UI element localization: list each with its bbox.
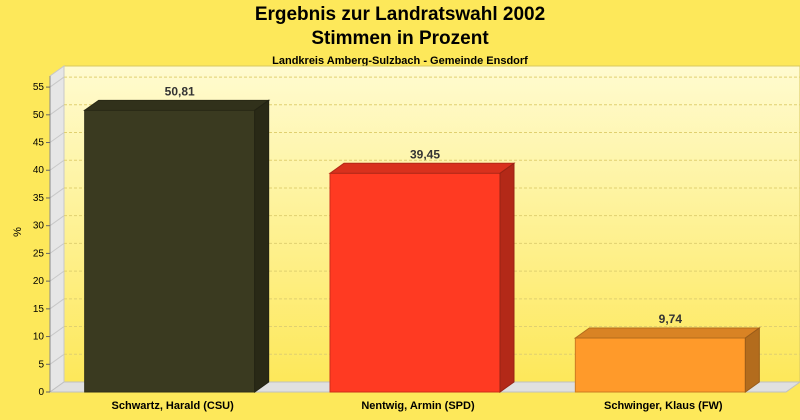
y-tick-label: 0 bbox=[38, 387, 44, 398]
gridline-side bbox=[49, 270, 65, 282]
gridline-side bbox=[49, 242, 65, 254]
gridline-side bbox=[49, 132, 65, 143]
y-tick-label: 35 bbox=[33, 193, 45, 204]
gridline-side bbox=[49, 326, 65, 337]
plot-side-wall bbox=[49, 65, 65, 393]
data-label: 50,81 bbox=[165, 84, 195, 98]
bar bbox=[329, 172, 501, 393]
x-tick-label: Schwinger, Klaus (FW) bbox=[604, 400, 723, 412]
data-label: 39,45 bbox=[410, 147, 440, 161]
bar-side bbox=[254, 99, 270, 393]
y-tick-label: 50 bbox=[33, 110, 45, 121]
bar-side bbox=[499, 162, 515, 393]
y-tick-label: 5 bbox=[38, 359, 44, 370]
bar bbox=[84, 109, 256, 393]
gridline-side bbox=[49, 187, 65, 199]
data-label: 9,74 bbox=[659, 312, 683, 326]
y-tick-label: 55 bbox=[33, 82, 45, 93]
y-tick-label: 20 bbox=[33, 276, 45, 287]
y-tick-label: 40 bbox=[33, 165, 45, 176]
gridline-side bbox=[49, 215, 65, 227]
y-tick-label: 45 bbox=[33, 138, 45, 149]
bars bbox=[83, 99, 761, 393]
labels: 50,81 Schwartz, Harald (CSU) 39,45 Nentwig,… bbox=[112, 84, 723, 412]
bar-top bbox=[83, 99, 271, 111]
y-tick-label: 10 bbox=[33, 332, 45, 343]
gridline-side bbox=[49, 104, 65, 116]
bar bbox=[574, 337, 746, 393]
y-axis-label: % bbox=[12, 227, 24, 237]
y-axis: 0 5 10 15 20 25 30 35 40 45 50 55 bbox=[33, 76, 51, 398]
y-tick-label: 30 bbox=[33, 221, 45, 232]
x-tick-label: Nentwig, Armin (SPD) bbox=[361, 400, 475, 412]
gridline-side bbox=[49, 298, 65, 310]
gridline-side bbox=[49, 76, 65, 88]
bar-top bbox=[573, 327, 761, 339]
bar-top bbox=[328, 162, 516, 174]
gridline-side bbox=[49, 353, 65, 365]
y-tick-label: 15 bbox=[33, 304, 45, 315]
x-tick-label: Schwartz, Harald (CSU) bbox=[112, 400, 235, 412]
chart-title: Ergebnis zur Landratswahl 2002 bbox=[254, 4, 546, 25]
chart-subtitle: Stimmen in Prozent bbox=[311, 28, 489, 49]
y-tick-label: 25 bbox=[33, 248, 45, 259]
gridline-side bbox=[49, 159, 65, 171]
bar-side bbox=[744, 327, 760, 393]
chart-caption: Landkreis Amberg-Sulzbach - Gemeinde Ens… bbox=[272, 55, 528, 67]
